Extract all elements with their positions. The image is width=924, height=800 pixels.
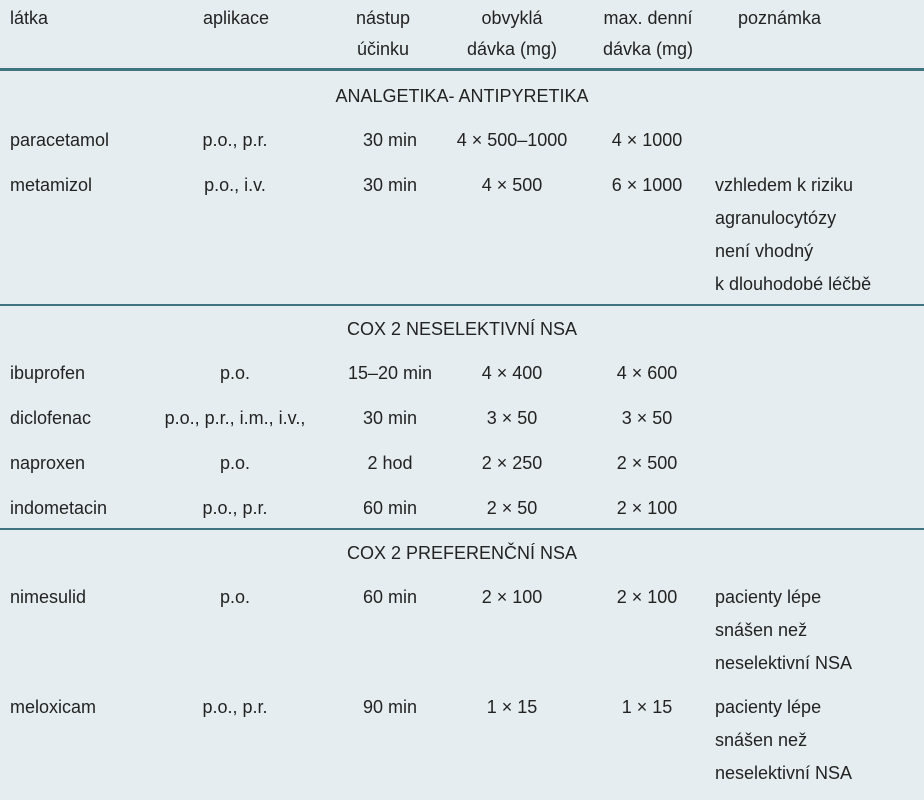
divider <box>0 68 924 71</box>
cell: 4 × 500–1000 <box>456 130 568 150</box>
cell: p.o., p.r. <box>202 697 268 717</box>
cell: 30 min <box>362 130 418 150</box>
cell: 15–20 min <box>347 363 433 383</box>
header-cell: dávka (mg) <box>466 39 558 59</box>
cell: metamizol <box>10 175 93 195</box>
cell: naproxen <box>10 453 86 473</box>
cell: p.o. <box>219 587 251 607</box>
cell: 2 hod <box>367 453 413 473</box>
cell: 30 min <box>362 408 418 428</box>
header-cell: aplikace <box>202 8 270 28</box>
cell: 90 min <box>362 697 418 717</box>
header-cell: poznámka <box>738 8 822 28</box>
cell: diclofenac <box>10 408 92 428</box>
cell: 60 min <box>362 498 418 518</box>
cell: paracetamol <box>10 130 110 150</box>
cell: 1 × 15 <box>486 697 538 717</box>
header-cell: obvyklá <box>481 8 543 28</box>
note-line: neselektivní NSA <box>715 653 853 673</box>
divider <box>0 528 924 530</box>
cell: p.o. <box>219 453 251 473</box>
cell: p.o., p.r. <box>202 130 268 150</box>
cell: nimesulid <box>10 587 87 607</box>
cell: 1 × 15 <box>621 697 673 717</box>
cell: 2 × 100 <box>616 498 678 518</box>
note-line: snášen než <box>715 620 808 640</box>
cell: 3 × 50 <box>486 408 538 428</box>
header-cell: účinku <box>356 39 410 59</box>
cell: p.o. <box>219 363 251 383</box>
cell: 60 min <box>362 587 418 607</box>
note-line: agranulocytózy <box>715 208 837 228</box>
cell: p.o., i.v. <box>204 175 266 195</box>
header-cell: látka <box>10 8 49 28</box>
cell: 4 × 1000 <box>611 130 683 150</box>
cell: ibuprofen <box>10 363 86 383</box>
header-cell: dávka (mg) <box>602 39 694 59</box>
section-title: COX 2 PREFERENČNÍ NSA <box>346 543 578 563</box>
note-line: k dlouhodobé léčbě <box>715 274 872 294</box>
cell: meloxicam <box>10 697 97 717</box>
note-line: neselektivní NSA <box>715 763 853 783</box>
cell: 2 × 250 <box>481 453 543 473</box>
section-title: COX 2 NESELEKTIVNÍ NSA <box>346 319 578 339</box>
header-cell: max. denní <box>603 8 693 28</box>
header-cell: nástup <box>355 8 411 28</box>
cell: 3 × 50 <box>621 408 673 428</box>
cell: p.o., p.r. <box>202 498 268 518</box>
cell: 2 × 100 <box>481 587 543 607</box>
cell: 2 × 100 <box>616 587 678 607</box>
cell: 6 × 1000 <box>611 175 683 195</box>
cell: 4 × 600 <box>616 363 678 383</box>
note-line: pacienty lépe <box>715 697 822 717</box>
cell: 30 min <box>362 175 418 195</box>
note-line: vzhledem k riziku <box>715 175 854 195</box>
cell: p.o., p.r., i.m., i.v., <box>164 408 306 428</box>
note-line: snášen než <box>715 730 808 750</box>
note-line: není vhodný <box>715 241 814 261</box>
note-line: pacienty lépe <box>715 587 822 607</box>
divider <box>0 304 924 306</box>
cell: 2 × 50 <box>486 498 538 518</box>
cell: 2 × 500 <box>616 453 678 473</box>
cell: 4 × 500 <box>481 175 543 195</box>
cell: 4 × 400 <box>481 363 543 383</box>
section-title: ANALGETIKA- ANTIPYRETIKA <box>335 86 589 106</box>
cell: indometacin <box>10 498 108 518</box>
